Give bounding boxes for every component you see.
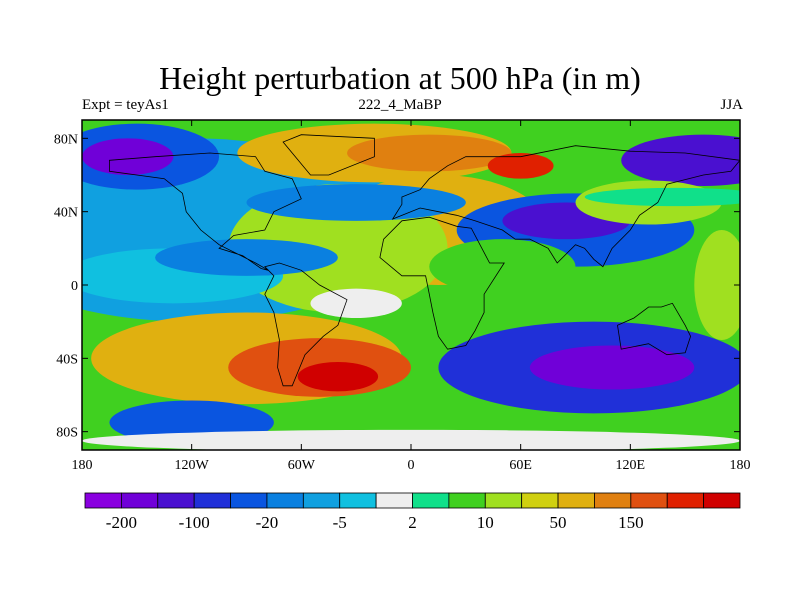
colorbar-swatch-1 (120, 492, 159, 509)
colorbar-swatch-16 (666, 492, 705, 509)
colorbar-swatch-9 (412, 492, 450, 509)
colorbar-swatch-3 (193, 492, 231, 509)
colorbar-swatch-8 (375, 492, 413, 509)
colorbar-swatch-13 (557, 492, 595, 509)
colorbar-label-1: -100 (179, 513, 210, 532)
colorbar-swatch-0 (84, 492, 122, 509)
x-tick-label-2: 60W (288, 458, 316, 473)
colorbar-swatch-17 (703, 492, 741, 509)
colorbar-label-7: 150 (618, 513, 644, 532)
y-tick-label-2: 0 (71, 279, 78, 294)
y-tick-label-1: 40N (54, 206, 78, 221)
field-region-7 (487, 153, 554, 179)
x-tick-label-6: 180 (730, 458, 751, 473)
coastline-1 (264, 262, 348, 387)
y-tick-label-0: 80N (54, 132, 78, 147)
continent-outlines (109, 134, 740, 387)
coastline-2 (391, 145, 740, 268)
field-region-8 (246, 184, 466, 221)
y-tick-label-3: 40S (56, 352, 78, 367)
colorbar-swatch-4 (230, 492, 268, 509)
axis-ticks: 180 120W 60W 0 60E 120E 180 80N 40N 0 40S 80S (54, 120, 751, 473)
map-field (82, 120, 740, 450)
colorbar-label-4: 2 (408, 513, 417, 532)
colorbar-label-0: -200 (106, 513, 137, 532)
field-region-9 (621, 134, 740, 186)
colorbar-label-5: 10 (477, 513, 494, 532)
colorbar-swatch-6 (302, 492, 341, 509)
subtitle-run-id: 222_4_MaBP (358, 97, 442, 113)
colorbar-swatch-5 (266, 492, 304, 509)
colorbar-swatch-11 (484, 492, 523, 509)
colorbar-swatch-15 (630, 492, 668, 509)
x-tick-label-4: 60E (509, 458, 532, 473)
colorbar-label-6: 50 (550, 513, 567, 532)
field-region-24 (694, 230, 740, 340)
field-region-14 (429, 239, 576, 295)
subtitle-experiment: Expt = teyAs1 (82, 97, 169, 113)
y-tick-label-4: 80S (56, 426, 78, 441)
field-region-4 (82, 138, 174, 176)
subtitle-season: JJA (720, 97, 743, 113)
x-tick-label-3: 0 (408, 458, 415, 473)
colorbar: -200 -100 -20 -5 2 10 50 150 (84, 492, 741, 532)
x-tick-label-0: 180 (72, 458, 93, 473)
field-region-23 (82, 429, 740, 450)
field-region-21 (529, 345, 695, 390)
coastline-3 (379, 216, 505, 350)
field-region-25 (310, 288, 402, 319)
coastline-4 (617, 302, 692, 356)
colorbar-swatch-14 (594, 492, 632, 509)
field-region-16 (584, 187, 740, 207)
field-region-6 (347, 134, 512, 172)
coastline-0 (109, 152, 302, 271)
colorbar-label-2: -20 (256, 513, 279, 532)
colorbar-swatch-2 (157, 492, 195, 509)
field-region-19 (297, 362, 379, 392)
x-tick-label-5: 120E (616, 458, 646, 473)
chart-title: Height perturbation at 500 hPa (in m) (159, 60, 641, 96)
colorbar-swatch-10 (448, 492, 486, 509)
coastline-5 (282, 134, 375, 176)
colorbar-label-3: -5 (333, 513, 347, 532)
x-tick-label-1: 120W (175, 458, 210, 473)
colorbar-swatch-7 (339, 492, 377, 509)
field-region-13 (155, 239, 338, 276)
colorbar-swatch-12 (521, 492, 559, 509)
